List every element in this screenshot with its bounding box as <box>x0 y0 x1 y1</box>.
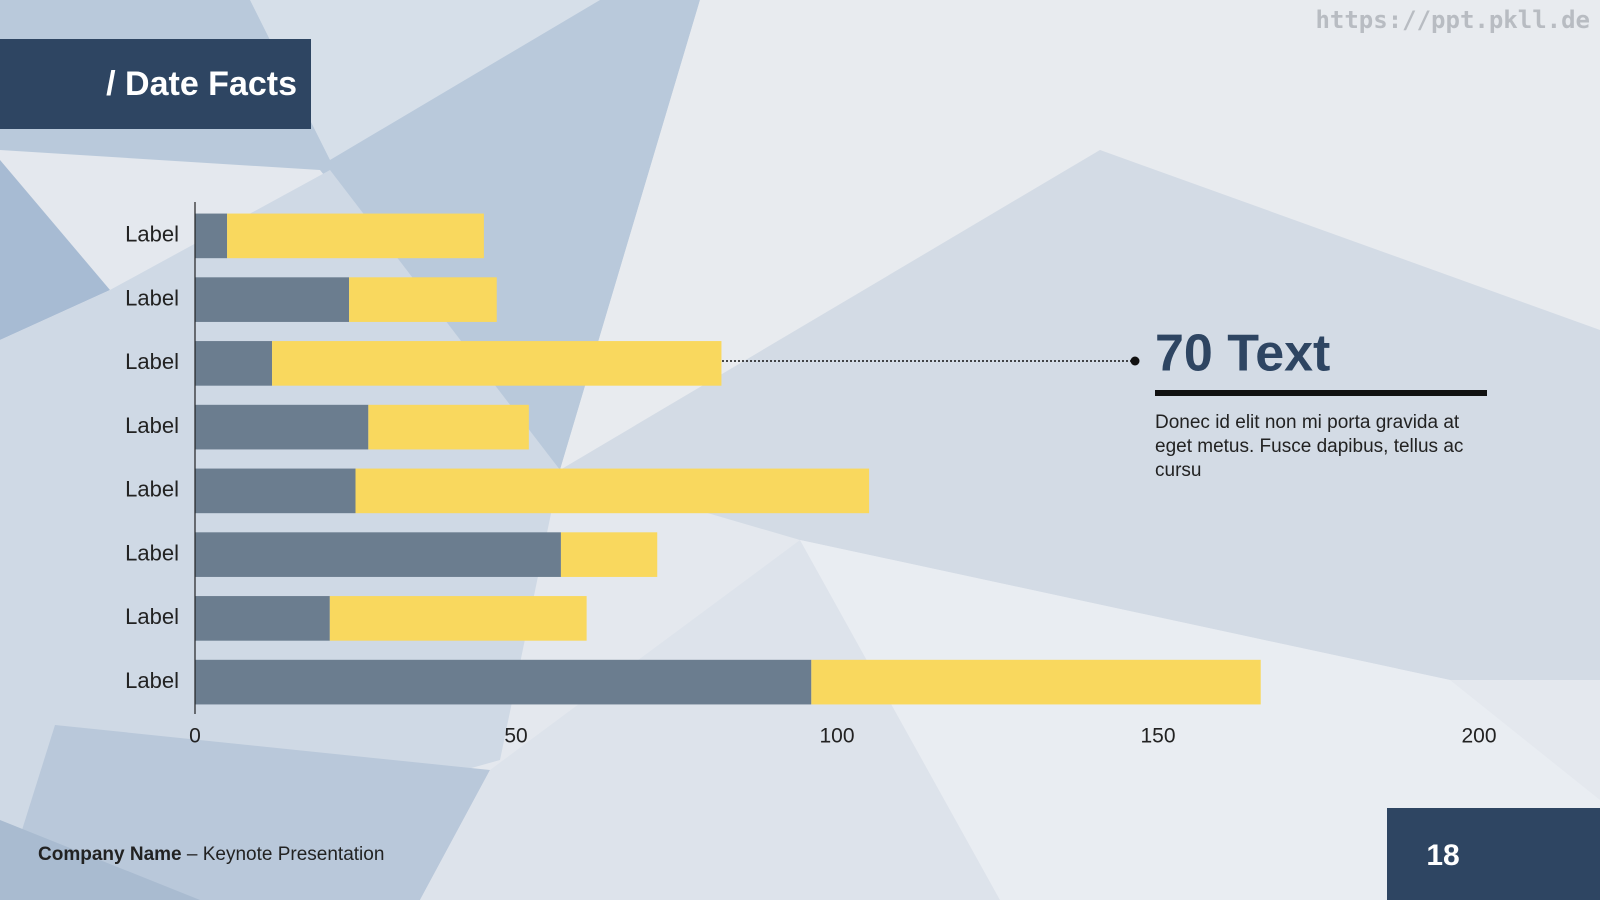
y-tick-label: Label <box>125 222 179 247</box>
watermark: https://ppt.pkll.de <box>1315 6 1590 34</box>
callout-dot <box>1130 356 1140 366</box>
y-tick-label: Label <box>125 285 179 310</box>
y-tick-label: Label <box>125 668 179 693</box>
bar <box>368 404 529 450</box>
bar <box>272 341 722 386</box>
y-tick-label: Label <box>125 540 179 565</box>
x-tick-label: 150 <box>1140 725 1175 748</box>
callout-title: 70 Text <box>1155 325 1330 383</box>
plot: 0 50 100 150 200 Label Label Label Label Label Lab… <box>125 202 1497 748</box>
y-tick-label: Label <box>125 477 179 502</box>
bar <box>195 341 273 386</box>
bar <box>195 404 369 450</box>
x-tick-label: 200 <box>1461 725 1496 748</box>
title-box <box>0 39 311 129</box>
bar <box>195 532 561 577</box>
bar <box>329 596 587 641</box>
bar <box>195 468 356 514</box>
y-tick-label: Label <box>125 413 179 438</box>
footer: Company Name – Keynote Presentation <box>38 844 384 865</box>
x-tick-label: 50 <box>504 725 527 748</box>
page-number: 18 <box>1426 839 1459 872</box>
slide-title: / Date Facts <box>106 65 297 103</box>
bar <box>349 277 497 322</box>
bar <box>811 659 1261 705</box>
bar <box>227 213 484 259</box>
callout-rule <box>1155 390 1487 396</box>
x-tick-label: 100 <box>819 725 854 748</box>
bar <box>560 532 658 577</box>
bar <box>355 468 870 514</box>
bar <box>195 277 350 322</box>
bar <box>195 213 228 259</box>
callout-body: Donec id elit non mi porta gravida at eg… <box>1155 412 1464 481</box>
bar <box>195 596 330 641</box>
x-tick-label: 0 <box>189 725 201 748</box>
page-number-box <box>1387 808 1600 900</box>
footer-rest: – Keynote Presentation <box>187 844 385 865</box>
footer-company: Company Name <box>38 844 182 865</box>
bar <box>195 659 812 705</box>
y-tick-label: Label <box>125 604 179 629</box>
y-tick-label: Label <box>125 349 179 374</box>
